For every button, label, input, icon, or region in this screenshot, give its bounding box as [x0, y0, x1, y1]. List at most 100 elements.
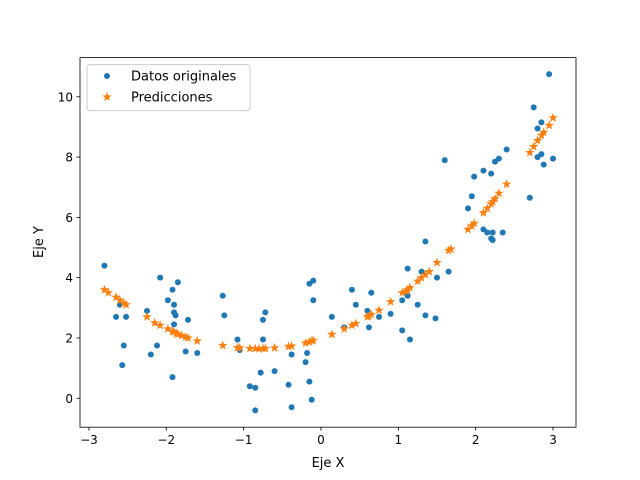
- data-point-original: [489, 229, 496, 236]
- data-point-original: [348, 286, 355, 293]
- data-point-original: [113, 313, 120, 320]
- data-point-prediction: [525, 147, 535, 157]
- x-tick-label: 3: [549, 433, 557, 447]
- data-point-original: [365, 324, 372, 331]
- y-axis-label: Eje Y: [32, 226, 47, 258]
- data-point-prediction: [424, 266, 435, 276]
- data-point-original: [157, 274, 164, 281]
- x-tick-label: −3: [80, 433, 98, 447]
- x-tick-label: −1: [235, 433, 253, 447]
- data-point-original: [376, 313, 383, 320]
- data-point-prediction: [402, 284, 413, 294]
- data-point-original: [184, 316, 191, 323]
- data-point-original: [530, 104, 537, 111]
- data-point-prediction: [347, 320, 357, 330]
- data-point-original: [414, 301, 421, 308]
- data-point-prediction: [327, 329, 337, 339]
- data-point-original: [308, 396, 315, 403]
- data-point-prediction: [482, 203, 493, 213]
- data-point-original: [434, 274, 441, 281]
- data-point-original: [304, 350, 311, 357]
- data-point-original: [306, 378, 313, 385]
- data-point-original: [252, 384, 259, 391]
- legend-box: [86, 64, 251, 112]
- y-tick-label: 2: [65, 331, 73, 345]
- data-point-prediction: [121, 299, 131, 309]
- data-point-original: [285, 381, 292, 388]
- data-point-original: [432, 315, 439, 322]
- data-point-prediction: [173, 329, 183, 339]
- y-tick-label: 0: [65, 392, 73, 406]
- data-point-original: [257, 369, 264, 376]
- data-point-original: [259, 316, 266, 323]
- data-point-prediction: [490, 193, 500, 203]
- data-point-prediction: [155, 320, 165, 330]
- data-point-prediction: [286, 341, 297, 351]
- data-point-original: [234, 336, 241, 343]
- data-point-original: [526, 194, 533, 201]
- data-point-prediction: [443, 245, 454, 255]
- data-point-original: [262, 309, 269, 316]
- data-point-prediction: [548, 112, 558, 122]
- data-point-original: [174, 279, 181, 286]
- y-tick-label: 4: [65, 271, 73, 285]
- data-point-original: [288, 351, 295, 358]
- data-point-original: [101, 262, 108, 269]
- data-point-prediction: [446, 244, 456, 254]
- data-point-original: [164, 297, 171, 304]
- data-point-prediction: [412, 276, 423, 286]
- data-point-prediction: [304, 336, 315, 346]
- data-point-prediction: [142, 311, 152, 321]
- data-point-original: [271, 368, 278, 375]
- legend-marker-star: [102, 92, 112, 102]
- data-point-original: [154, 342, 161, 349]
- data-point-original: [480, 167, 487, 174]
- data-point-prediction: [283, 341, 294, 351]
- data-point-prediction: [416, 272, 427, 282]
- y-tick-label: 8: [65, 151, 73, 165]
- data-point-prediction: [501, 179, 512, 189]
- data-point-prediction: [463, 224, 473, 234]
- data-point-original: [310, 277, 317, 284]
- data-point-original: [147, 351, 154, 358]
- data-point-original: [550, 155, 557, 162]
- data-point-original: [288, 404, 295, 411]
- data-point-original: [120, 342, 127, 349]
- data-point-prediction: [177, 330, 187, 340]
- data-point-original: [368, 289, 375, 296]
- data-point-prediction: [308, 335, 319, 345]
- data-point-original: [310, 297, 317, 304]
- data-point-original: [387, 310, 394, 317]
- data-point-prediction: [478, 207, 489, 217]
- data-point-original: [489, 236, 496, 243]
- data-point-original: [499, 229, 506, 236]
- data-point-original: [406, 336, 413, 343]
- data-point-prediction: [366, 309, 377, 319]
- data-point-prediction: [300, 338, 311, 348]
- data-point-original: [123, 313, 130, 320]
- data-point-original: [495, 155, 502, 162]
- x-tick-label: 0: [317, 433, 325, 447]
- axis-ticks: −3 −2 −1 0 1 2 3 0 2 4 6 8 10: [58, 90, 557, 447]
- data-point-prediction: [397, 287, 407, 297]
- data-point-prediction: [169, 326, 179, 336]
- legend-marker-circle: [104, 73, 110, 79]
- data-point-prediction: [364, 310, 374, 320]
- data-point-original: [546, 71, 553, 78]
- data-point-original: [171, 301, 178, 308]
- data-point-prediction: [339, 323, 349, 333]
- x-tick-label: 1: [395, 433, 403, 447]
- data-point-prediction: [245, 343, 255, 353]
- data-point-original: [538, 119, 545, 126]
- axes-frame: [79, 57, 577, 428]
- data-point-original: [219, 292, 226, 299]
- data-point-original: [143, 307, 150, 314]
- data-point-prediction: [260, 343, 271, 353]
- data-point-original: [488, 170, 495, 177]
- data-point-original: [534, 125, 541, 132]
- data-point-original: [441, 157, 448, 164]
- data-point-original: [468, 193, 475, 200]
- data-point-original: [404, 292, 411, 299]
- data-point-prediction: [351, 318, 361, 328]
- data-point-prediction: [385, 296, 396, 306]
